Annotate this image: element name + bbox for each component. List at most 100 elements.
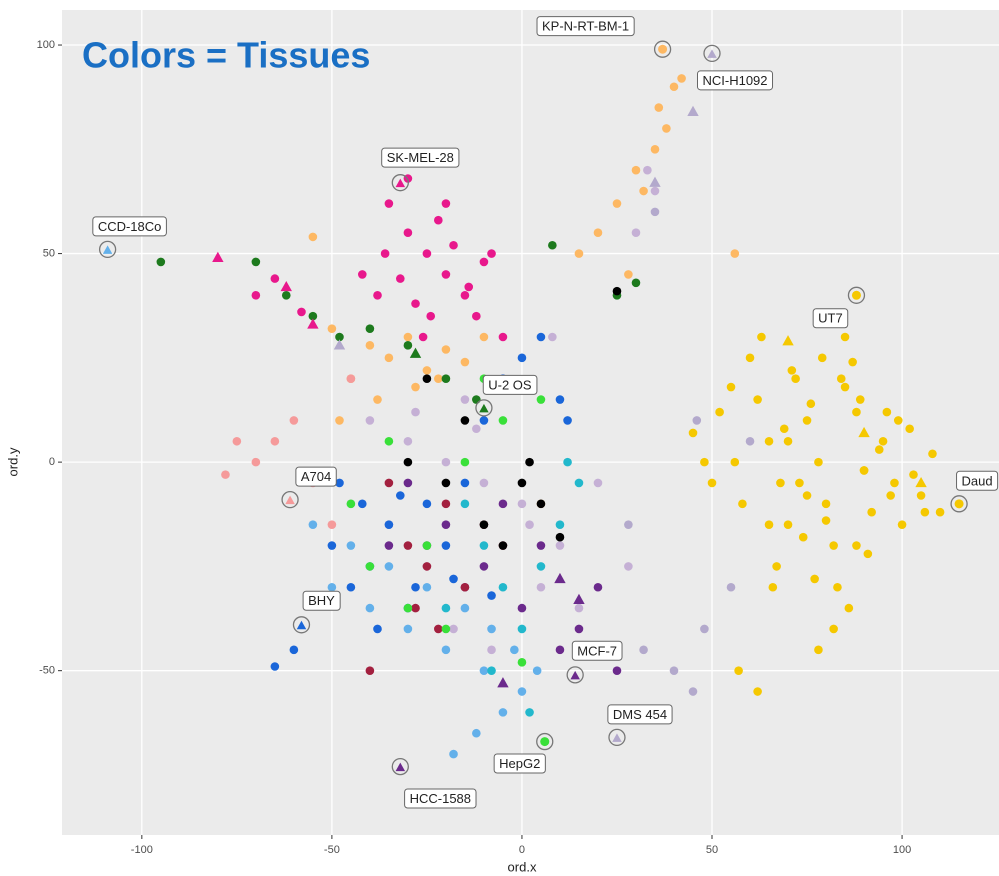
point <box>441 520 451 529</box>
point <box>858 426 870 438</box>
point <box>460 357 470 367</box>
label-box <box>493 753 546 774</box>
label-box <box>302 590 341 611</box>
point <box>327 582 337 592</box>
annotation: SK-MEL-28 <box>381 147 460 192</box>
point <box>536 332 546 342</box>
point <box>783 520 793 529</box>
point <box>548 332 557 342</box>
point <box>525 457 534 467</box>
annotation-label: SK-MEL-28 <box>387 150 454 165</box>
point <box>365 603 375 613</box>
point <box>396 491 405 500</box>
point <box>333 339 346 350</box>
point <box>650 145 660 154</box>
point <box>403 624 413 634</box>
point <box>497 677 509 688</box>
annotation-ring <box>608 728 626 747</box>
point <box>821 516 831 525</box>
point <box>779 424 789 434</box>
annotation: KP-N-RT-BM-1 <box>536 16 672 58</box>
point <box>403 478 413 488</box>
point <box>384 353 394 363</box>
annotation-ring <box>391 757 409 776</box>
point <box>517 353 527 363</box>
point <box>441 457 451 467</box>
point <box>327 541 337 550</box>
y-tick-label: 0 <box>49 456 55 468</box>
point <box>782 335 794 346</box>
point <box>897 520 907 529</box>
point <box>498 499 508 509</box>
point <box>365 341 375 350</box>
point <box>365 666 375 675</box>
point <box>764 436 774 446</box>
point <box>730 457 740 467</box>
point <box>536 582 546 592</box>
annotation-label: A704 <box>301 469 331 484</box>
point <box>308 232 318 242</box>
point <box>555 532 565 542</box>
point <box>498 416 508 425</box>
point <box>928 449 937 459</box>
point <box>365 416 375 425</box>
point <box>335 416 344 425</box>
point <box>307 318 319 329</box>
point <box>384 436 394 446</box>
point <box>384 520 394 529</box>
point <box>472 728 481 738</box>
point <box>517 624 527 634</box>
point <box>802 416 812 425</box>
point <box>631 228 641 238</box>
point <box>270 436 280 446</box>
point <box>384 541 394 550</box>
point <box>418 332 428 342</box>
point <box>460 395 470 404</box>
annotation-label: HepG2 <box>499 756 540 771</box>
point <box>536 499 546 509</box>
point <box>848 357 857 367</box>
point <box>738 499 747 509</box>
point <box>525 520 534 529</box>
label-box <box>404 788 477 809</box>
point <box>855 395 865 404</box>
point <box>517 603 527 613</box>
point <box>212 251 224 262</box>
points <box>156 74 945 759</box>
point <box>251 290 261 300</box>
point <box>289 416 299 425</box>
point <box>384 478 394 488</box>
point <box>411 603 420 613</box>
point <box>357 270 367 279</box>
point <box>422 562 432 571</box>
point <box>574 624 584 634</box>
annotation-ring <box>653 40 672 58</box>
point <box>460 582 470 592</box>
label-box <box>812 308 849 329</box>
point <box>631 278 641 288</box>
point <box>726 382 736 392</box>
annotation-ring <box>566 666 584 684</box>
point <box>289 645 299 655</box>
point <box>757 332 766 342</box>
point <box>335 332 344 342</box>
point <box>829 541 838 550</box>
point <box>650 207 660 217</box>
annotation-label: UT7 <box>818 311 843 326</box>
point <box>650 186 660 196</box>
point <box>441 603 451 613</box>
annotation-label: KP-N-RT-BM-1 <box>542 19 629 34</box>
point <box>384 199 394 208</box>
point <box>346 582 356 592</box>
point <box>935 507 945 517</box>
point <box>669 82 679 92</box>
point <box>479 257 489 267</box>
x-tick-label: -100 <box>131 844 153 856</box>
point <box>479 562 489 571</box>
point <box>403 228 413 238</box>
point <box>441 624 451 634</box>
annotation-ring <box>536 732 554 751</box>
annotation-label: MCF-7 <box>577 643 617 658</box>
annotation-label: DMS 454 <box>613 707 667 722</box>
